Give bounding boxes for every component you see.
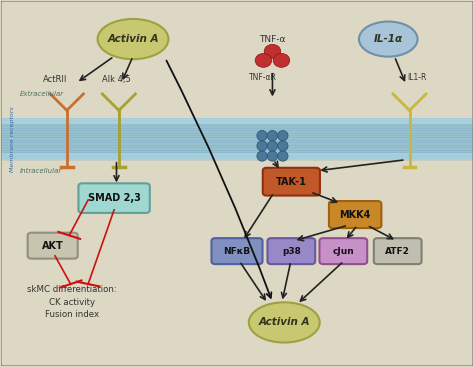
FancyBboxPatch shape: [267, 238, 315, 264]
Text: Extracellular: Extracellular: [19, 91, 64, 97]
Text: ATF2: ATF2: [385, 247, 410, 256]
Ellipse shape: [249, 302, 319, 342]
Text: TNF-αR: TNF-αR: [249, 73, 277, 82]
Text: Membrane receptors: Membrane receptors: [10, 106, 15, 172]
Ellipse shape: [267, 151, 278, 161]
FancyBboxPatch shape: [263, 168, 320, 196]
Ellipse shape: [267, 131, 278, 141]
FancyBboxPatch shape: [211, 238, 263, 264]
FancyBboxPatch shape: [329, 201, 382, 228]
Ellipse shape: [98, 19, 168, 59]
Ellipse shape: [359, 22, 418, 57]
Ellipse shape: [257, 151, 267, 161]
Ellipse shape: [257, 131, 267, 141]
Ellipse shape: [264, 44, 281, 58]
Text: p38: p38: [282, 247, 301, 256]
Ellipse shape: [278, 151, 288, 161]
Text: NFκB: NFκB: [223, 247, 251, 256]
FancyBboxPatch shape: [319, 238, 367, 264]
FancyBboxPatch shape: [0, 118, 474, 160]
Text: cJun: cJun: [332, 247, 354, 256]
Ellipse shape: [278, 141, 288, 151]
Text: TAK-1: TAK-1: [276, 177, 307, 187]
Ellipse shape: [278, 131, 288, 141]
FancyBboxPatch shape: [78, 184, 150, 213]
Text: AKT: AKT: [42, 241, 64, 251]
Text: Alk 4,5: Alk 4,5: [102, 75, 131, 84]
Ellipse shape: [273, 54, 290, 67]
Text: IL1-R: IL1-R: [407, 73, 426, 82]
Text: IL-1α: IL-1α: [374, 34, 403, 44]
Text: Activin A: Activin A: [107, 34, 159, 44]
FancyBboxPatch shape: [374, 238, 421, 264]
FancyBboxPatch shape: [0, 118, 474, 124]
Ellipse shape: [267, 141, 278, 151]
Text: TNF-α: TNF-α: [259, 34, 286, 44]
Text: MKK4: MKK4: [339, 210, 371, 219]
Text: Activin A: Activin A: [258, 317, 310, 327]
Text: Intracellular: Intracellular: [19, 168, 62, 174]
Text: SMAD 2,3: SMAD 2,3: [88, 193, 141, 203]
Text: ActRII: ActRII: [43, 75, 67, 84]
FancyBboxPatch shape: [27, 233, 78, 259]
FancyBboxPatch shape: [0, 153, 474, 160]
Text: skMC differentiation:
CK activity
Fusion index: skMC differentiation: CK activity Fusion…: [27, 285, 117, 319]
Ellipse shape: [255, 54, 272, 67]
Ellipse shape: [257, 141, 267, 151]
